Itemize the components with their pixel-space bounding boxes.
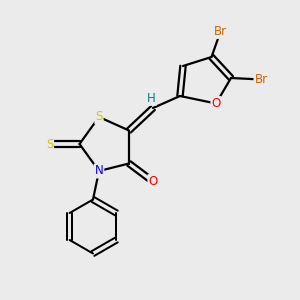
Text: S: S [95, 110, 103, 124]
Text: N: N [94, 164, 103, 178]
Text: Br: Br [254, 73, 268, 86]
Text: H: H [147, 92, 156, 105]
Text: Br: Br [214, 25, 227, 38]
Text: S: S [46, 137, 53, 151]
Text: O: O [212, 97, 220, 110]
Text: O: O [148, 175, 158, 188]
